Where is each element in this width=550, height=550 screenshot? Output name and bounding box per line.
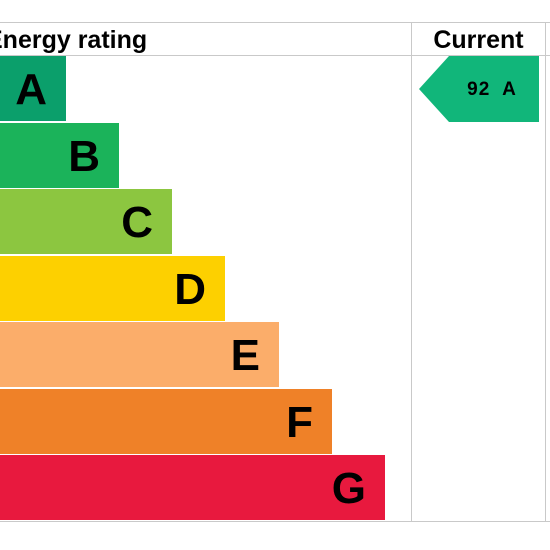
band-c: C (0, 189, 172, 254)
band-letter-e: E (230, 331, 260, 380)
band-g: G (0, 455, 385, 520)
column-divider-right (545, 22, 546, 522)
energy-rating-header: Energy rating (0, 26, 148, 54)
band-f: F (0, 388, 332, 454)
band-letter-f: F (286, 397, 313, 447)
band-letter-a: A (15, 65, 47, 114)
bottom-border (0, 521, 550, 522)
header-divider (0, 55, 550, 56)
band-e: E (0, 322, 279, 387)
column-divider-current (411, 22, 412, 522)
top-border (0, 22, 550, 23)
band-d: D (0, 255, 225, 321)
band-a: A (0, 56, 66, 121)
band-letter-g: G (331, 464, 366, 513)
current-score: 92 (467, 79, 491, 100)
band-letter-b: B (68, 131, 100, 181)
band-letter-c: C (121, 198, 153, 247)
band-letter-d: D (174, 264, 206, 314)
current-band: A (502, 79, 517, 100)
current-header: Current (433, 26, 524, 54)
band-b: B (0, 122, 119, 188)
current-rating-label: 92 A (445, 56, 539, 122)
current-rating-arrow (419, 56, 539, 122)
